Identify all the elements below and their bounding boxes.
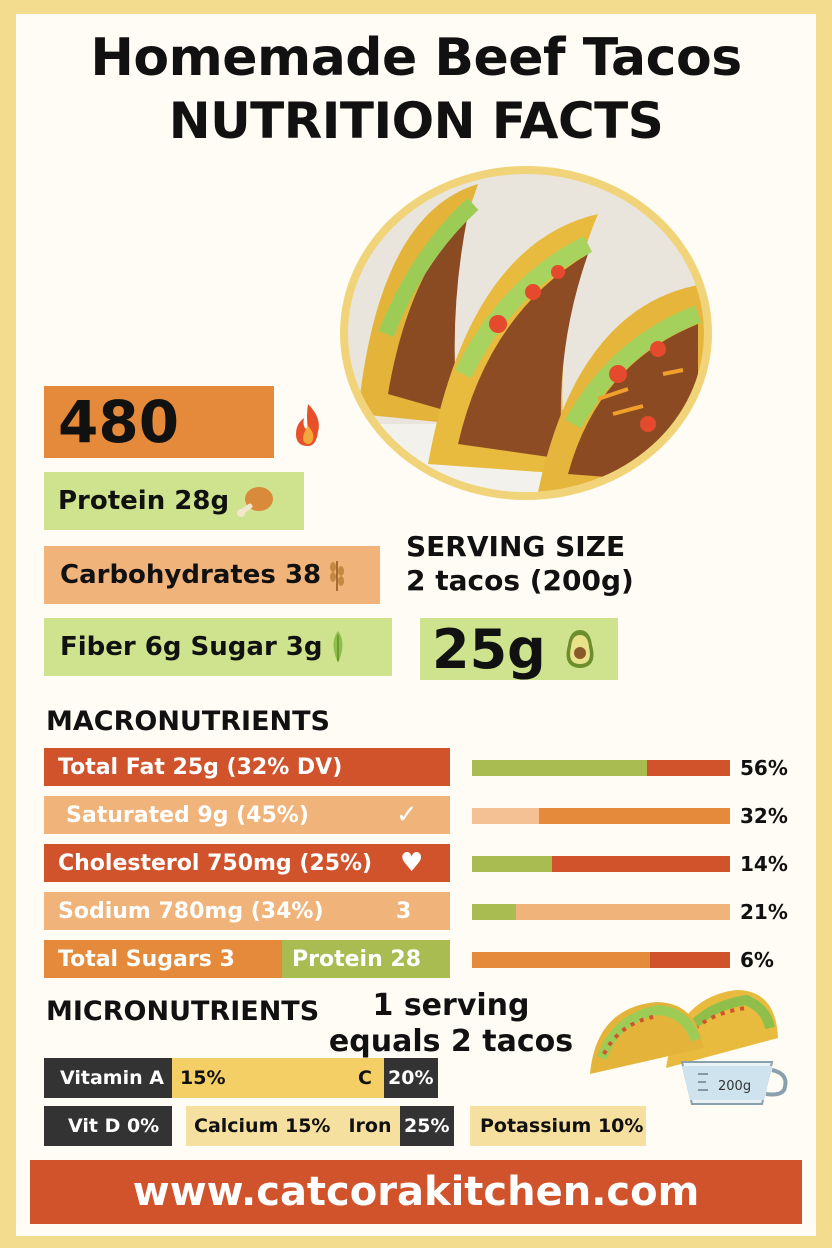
fiber-sugar-badge: Fiber 6g Sugar 3g bbox=[44, 618, 392, 676]
wheat-icon bbox=[330, 561, 345, 591]
macro-row-protein: Protein 28 bbox=[282, 940, 450, 978]
macro-row-total-sugars: Total Sugars 3 bbox=[44, 940, 282, 978]
calcium-label: Calcium 15% bbox=[194, 1115, 331, 1137]
vitamin-c-value: 20% bbox=[384, 1058, 438, 1098]
serving-note-line2: equals 2 tacos bbox=[328, 1024, 574, 1059]
macro-percent: 32% bbox=[740, 804, 788, 828]
macro-bar-fill bbox=[472, 904, 516, 920]
macro-label: Saturated 9g (45%) bbox=[66, 802, 309, 828]
tacos-photo bbox=[340, 166, 712, 500]
website-footer[interactable]: www.catcorakitchen.com bbox=[30, 1160, 802, 1224]
flame-icon bbox=[296, 404, 319, 446]
macro-label: Cholesterol 750mg (25%) bbox=[58, 850, 373, 876]
macro-bar-total-sugars bbox=[472, 952, 730, 968]
macro-row-sodium: Sodium 780mg (34%) 3 bbox=[44, 892, 450, 930]
fat-badge: 25g bbox=[420, 617, 618, 681]
macro-bar-fill bbox=[472, 856, 552, 872]
macro-percent: 56% bbox=[740, 756, 788, 780]
macro-label: Total Fat 25g (32% DV) bbox=[58, 754, 343, 780]
vitamin-a-label: Vitamin A bbox=[44, 1058, 172, 1098]
potassium-label: Potassium 10% bbox=[470, 1106, 646, 1146]
macro-bar-saturated bbox=[472, 808, 730, 824]
macro-row-cholesterol: Cholesterol 750mg (25%) ♥ bbox=[44, 844, 450, 882]
avocado-icon bbox=[566, 630, 594, 668]
drumstick-icon bbox=[237, 487, 274, 517]
fat-value: 25g bbox=[432, 617, 546, 681]
serving-size: SERVING SIZE 2 tacos (200g) bbox=[406, 530, 634, 598]
micronutrients-heading: MICRONUTRIENTS bbox=[46, 996, 320, 1027]
macro-bar-cholesterol bbox=[472, 856, 730, 872]
measuring-cup-label: 200g bbox=[718, 1079, 751, 1094]
serving-note-line1: 1 serving bbox=[372, 988, 530, 1023]
macro-row-total-fat: Total Fat 25g (32% DV) bbox=[44, 748, 450, 786]
calories-value: 480 bbox=[58, 388, 180, 456]
macro-row-saturated: Saturated 9g (45%) ✓ bbox=[44, 796, 450, 834]
macro-percent: 21% bbox=[740, 900, 788, 924]
page-title: Homemade Beef Tacos bbox=[90, 28, 742, 88]
serving-note: 1 serving equals 2 tacos bbox=[326, 988, 576, 1060]
protein-label: Protein 28g bbox=[58, 486, 230, 516]
macro-bar-fill bbox=[472, 760, 648, 776]
vitamin-c-label: C bbox=[358, 1067, 372, 1089]
macro-bar-total-fat bbox=[472, 760, 730, 776]
leaf-icon bbox=[333, 631, 343, 663]
taco-cup-illustration: 200g bbox=[590, 990, 788, 1105]
macro-bar-sodium bbox=[472, 904, 730, 920]
macro-mark: 3 bbox=[396, 898, 412, 924]
macro-label-2: Protein 28 bbox=[292, 946, 422, 972]
macro-bar-fill bbox=[472, 808, 540, 824]
vitamin-a-percent: 15% bbox=[180, 1067, 226, 1089]
vitamin-d-label: Vit D 0% bbox=[44, 1106, 172, 1146]
macro-percent: 6% bbox=[740, 948, 774, 972]
calcium-iron-box: Calcium 15% Iron bbox=[186, 1106, 400, 1146]
macro-percent: 14% bbox=[740, 852, 788, 876]
macro-label: Sodium 780mg (34%) bbox=[58, 898, 324, 924]
carbohydrates-badge: Carbohydrates 38 bbox=[44, 546, 380, 604]
check-icon: ✓ bbox=[396, 800, 418, 830]
macro-label: Total Sugars 3 bbox=[58, 946, 235, 972]
carbohydrates-label: Carbohydrates 38 bbox=[60, 560, 322, 590]
page-subtitle: NUTRITION FACTS bbox=[168, 92, 664, 150]
serving-size-heading: SERVING SIZE bbox=[406, 530, 626, 563]
calories-badge: 480 bbox=[44, 386, 274, 458]
iron-label: Iron bbox=[348, 1115, 392, 1137]
vitamin-a-value: 15% C bbox=[172, 1058, 384, 1098]
serving-size-value: 2 tacos (200g) bbox=[406, 564, 634, 597]
protein-badge: Protein 28g bbox=[44, 472, 304, 530]
iron-value: 25% bbox=[400, 1106, 454, 1146]
macronutrients-heading: MACRONUTRIENTS bbox=[46, 706, 331, 737]
macro-bar-fill bbox=[472, 952, 651, 968]
heart-icon: ♥ bbox=[400, 848, 424, 878]
fiber-sugar-label: Fiber 6g Sugar 3g bbox=[60, 632, 323, 662]
